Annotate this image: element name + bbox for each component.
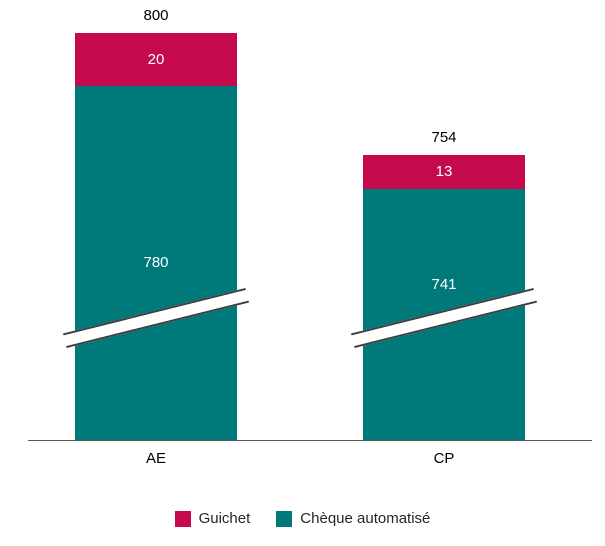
legend-swatch-cheque-automatise: [276, 510, 293, 527]
total-label-cp: 754: [431, 129, 457, 146]
segment-value-guichet-cp: 13: [435, 163, 453, 180]
legend-item-cheque-automatise: Chèque automatisé: [276, 510, 430, 527]
legend: Guichet Chèque automatisé: [0, 510, 605, 527]
total-label-ae: 800: [143, 7, 169, 24]
segment-cheque-automatise-ae: 780: [75, 86, 237, 440]
segment-guichet-ae: 20: [75, 33, 237, 86]
legend-label-guichet: Guichet: [198, 510, 251, 527]
legend-label-cheque-automatise: Chèque automatisé: [300, 510, 431, 527]
axis-label-cp: CP: [433, 450, 455, 467]
legend-swatch-guichet: [174, 510, 191, 527]
segment-value-guichet-ae: 20: [147, 50, 165, 68]
axis-label-ae: AE: [145, 450, 166, 467]
legend-item-guichet: Guichet: [174, 510, 251, 527]
x-axis-line: [28, 440, 592, 441]
segment-value-cheque-automatise-ae: 780: [143, 254, 169, 271]
segment-guichet-cp: 13: [363, 155, 525, 189]
segment-value-cheque-automatise-cp: 741: [431, 276, 457, 293]
